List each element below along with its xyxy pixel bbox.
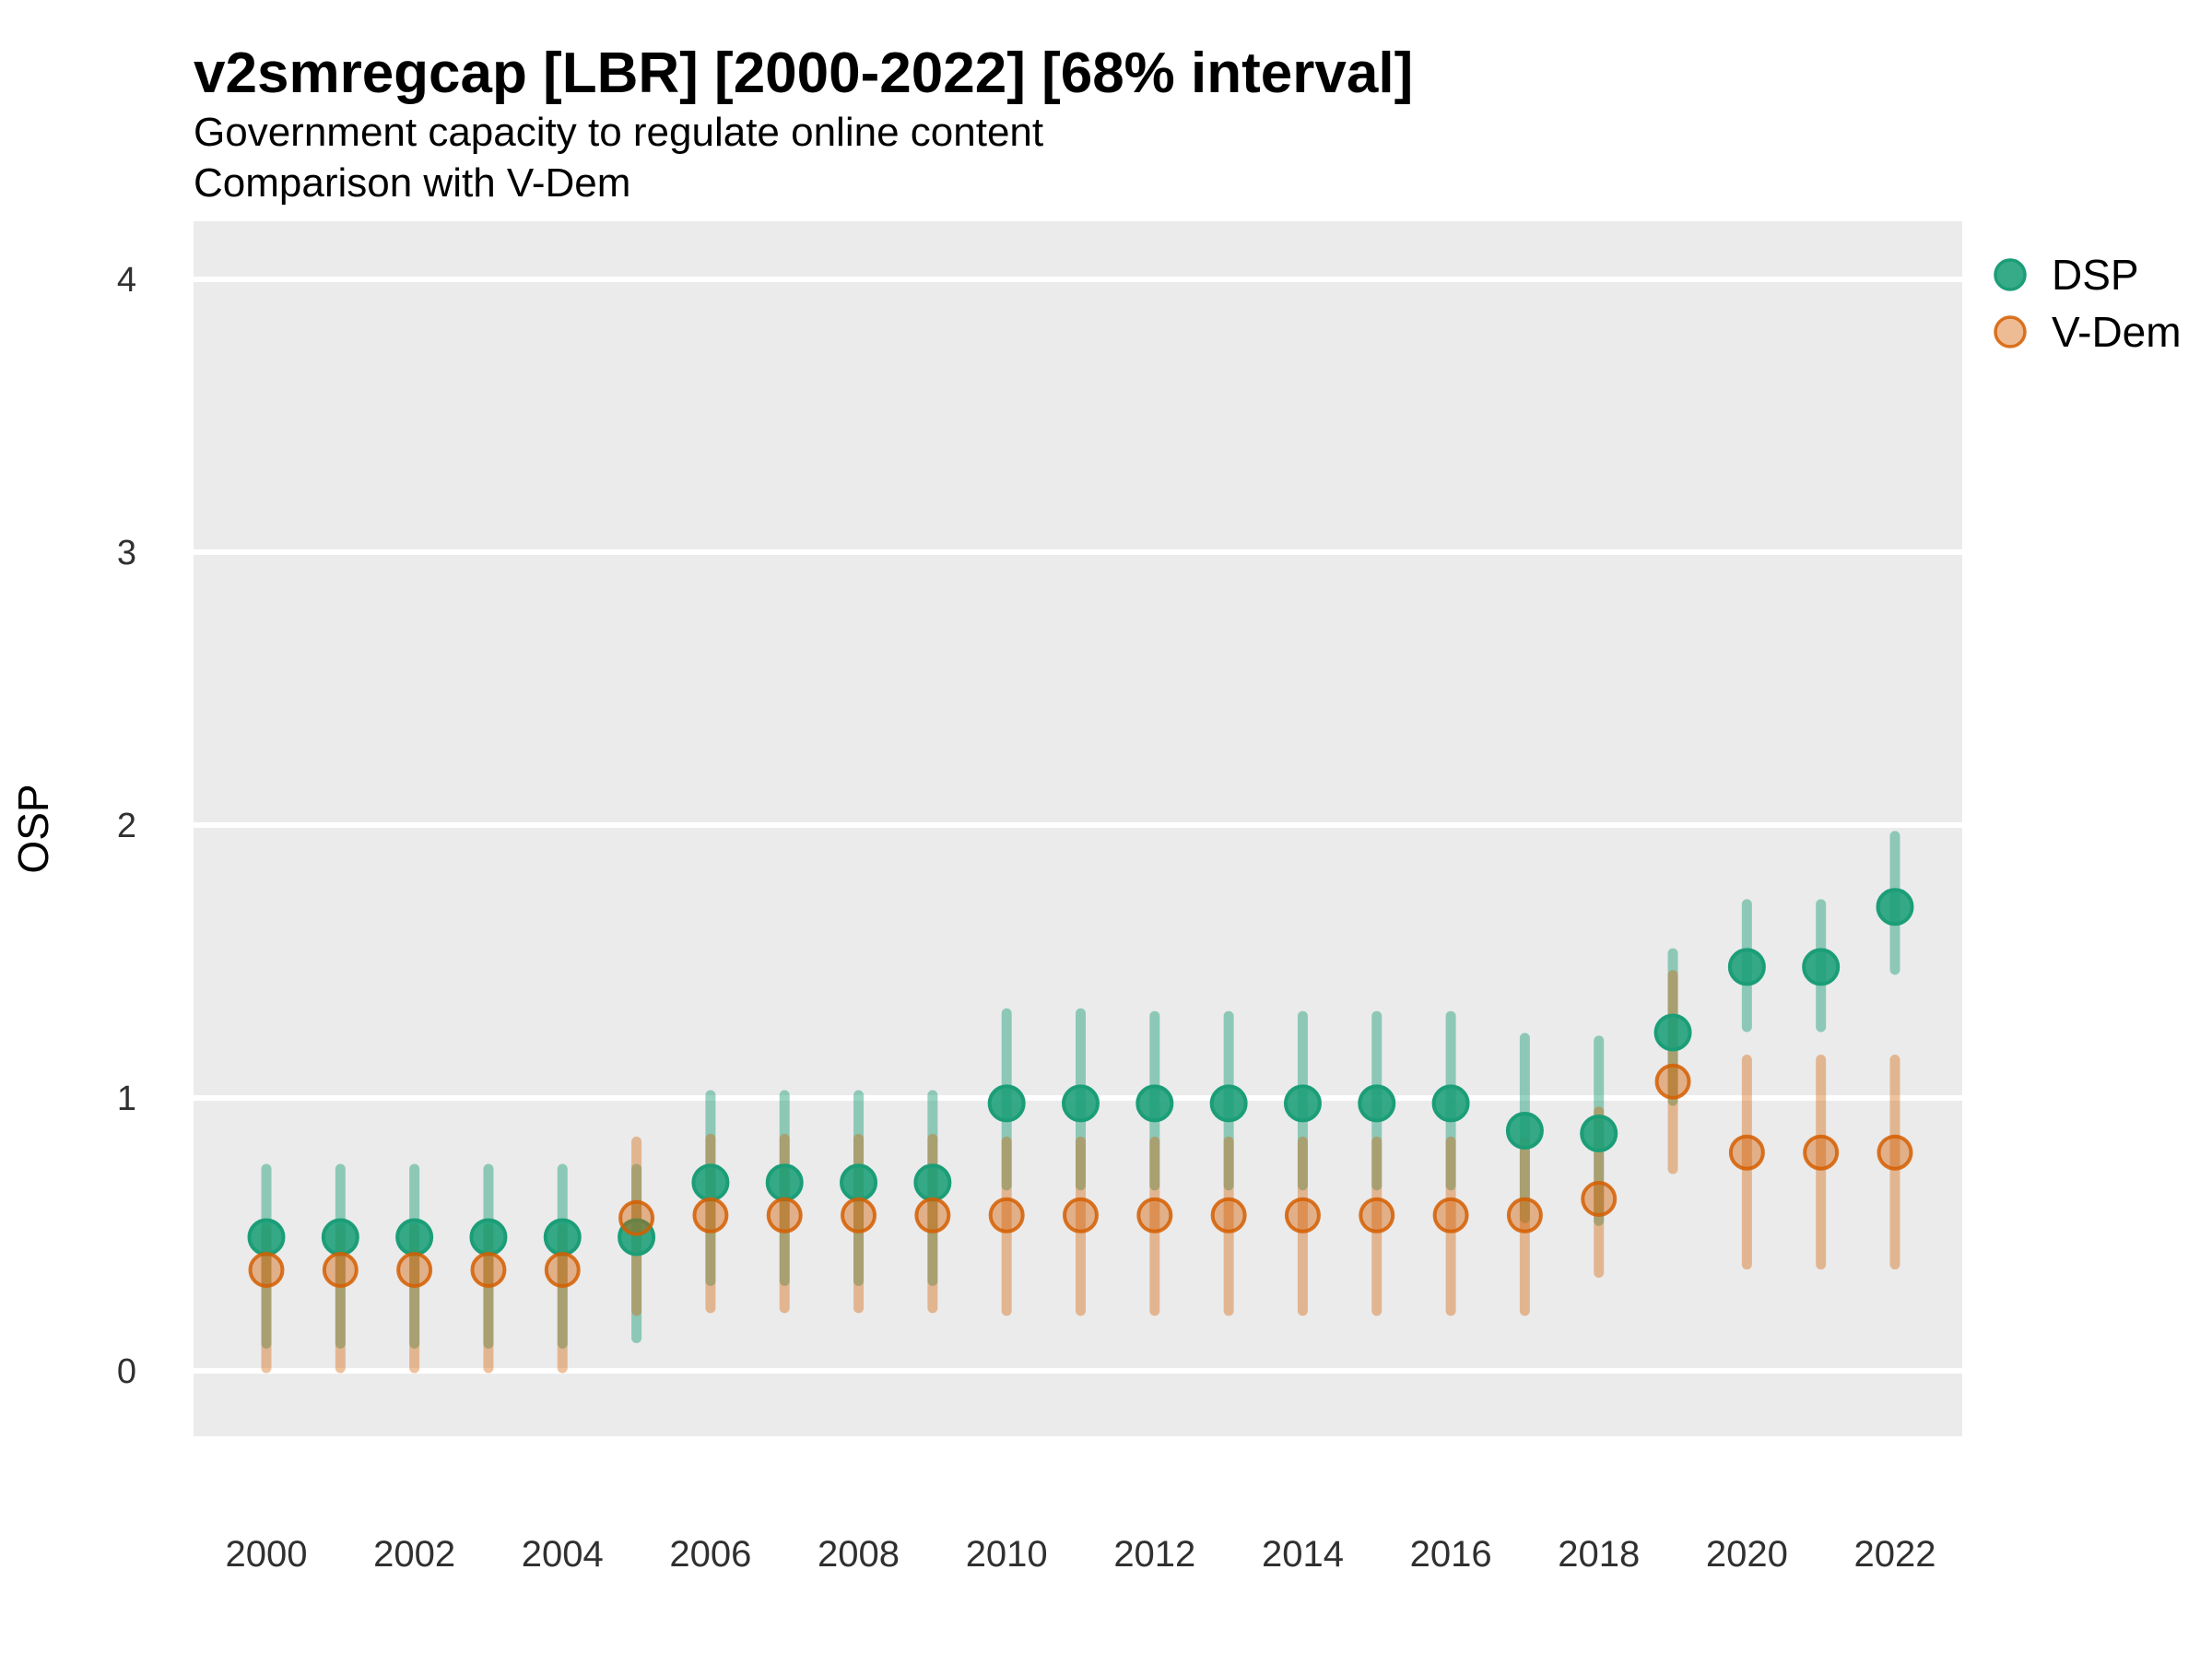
legend: DSP V-Dem — [1994, 251, 2182, 356]
vdem-point-2005 — [618, 1199, 655, 1236]
vdem-point-2003 — [470, 1251, 507, 1288]
dsp-point-2005 — [618, 1218, 656, 1257]
x-tick-label-2018: 2018 — [1558, 1534, 1640, 1575]
legend-dsp-dot-icon — [1994, 258, 2027, 291]
x-tick-label-2008: 2008 — [818, 1534, 900, 1575]
dsp-point-2003 — [469, 1218, 508, 1257]
dsp-point-2011 — [1061, 1084, 1100, 1123]
vdem-point-2010 — [988, 1197, 1025, 1233]
vdem-point-2016 — [1432, 1197, 1469, 1233]
vdem-point-2002 — [396, 1251, 433, 1288]
dsp-point-2019 — [1653, 1013, 1692, 1052]
dsp-point-2001 — [321, 1218, 359, 1257]
x-axis-ticks: 2000 2002 2004 2006 2008 2010 2012 2014 2016 2018… — [226, 1534, 1936, 1575]
x-tick-label-2012: 2012 — [1113, 1534, 1195, 1575]
vdem-point-2014 — [1284, 1197, 1321, 1233]
dsp-point-2010 — [987, 1084, 1026, 1123]
dsp-point-2013 — [1209, 1084, 1248, 1123]
x-tick-label-2006: 2006 — [669, 1534, 751, 1575]
dsp-point-2008 — [840, 1163, 878, 1202]
vdem-point-2001 — [322, 1251, 359, 1288]
dsp-point-2020 — [1727, 948, 1766, 986]
y-axis-ticks: 0 1 2 3 4 — [117, 261, 136, 1391]
vdem-point-2008 — [841, 1197, 877, 1233]
page-title: v2smregcap [LBR] [2000-2022] [68% interv… — [194, 41, 1413, 105]
vdem-point-2020 — [1728, 1134, 1765, 1171]
y-axis-title: OSP — [9, 784, 57, 873]
dsp-point-2018 — [1580, 1114, 1618, 1152]
x-tick-label-2010: 2010 — [966, 1534, 1048, 1575]
vdem-point-2022 — [1877, 1134, 1913, 1171]
vdem-point-2015 — [1359, 1197, 1395, 1233]
y-tick-label-3: 3 — [117, 534, 136, 572]
legend-label-vdem: V-Dem — [2052, 308, 2182, 356]
dsp-point-2021 — [1802, 948, 1841, 986]
y-tick-label-1: 1 — [117, 1080, 136, 1118]
dsp-point-2002 — [395, 1218, 434, 1257]
vdem-point-2017 — [1506, 1197, 1543, 1233]
x-tick-label-2014: 2014 — [1262, 1534, 1344, 1575]
vdem-point-2007 — [766, 1197, 803, 1233]
dsp-point-2014 — [1283, 1084, 1322, 1123]
vdem-point-2004 — [544, 1251, 581, 1288]
dsp-point-2022 — [1876, 888, 1914, 926]
page-subtitle-line1: Government capacity to regulate online c… — [194, 110, 1043, 155]
dsp-point-2017 — [1505, 1112, 1544, 1151]
dsp-point-2000 — [247, 1218, 286, 1257]
x-tick-label-2002: 2002 — [373, 1534, 455, 1575]
vdem-point-2019 — [1654, 1063, 1691, 1100]
vdem-point-2018 — [1581, 1181, 1618, 1218]
vdem-point-2006 — [692, 1197, 729, 1233]
y-tick-label-4: 4 — [117, 261, 136, 300]
x-tick-label-2020: 2020 — [1706, 1534, 1788, 1575]
dsp-point-2007 — [765, 1163, 804, 1202]
x-tick-label-2000: 2000 — [226, 1534, 308, 1575]
page-subtitle-line2: Comparison with V-Dem — [194, 160, 630, 206]
series-layer — [247, 831, 1914, 1374]
dsp-point-2009 — [913, 1163, 952, 1202]
dsp-point-2015 — [1358, 1084, 1396, 1123]
vdem-point-2011 — [1062, 1197, 1099, 1233]
vdem-point-2012 — [1136, 1197, 1173, 1233]
legend-vdem-dot-icon — [1994, 315, 2027, 348]
x-tick-label-2022: 2022 — [1854, 1534, 1936, 1575]
y-tick-label-2: 2 — [117, 807, 136, 845]
vdem-point-2000 — [248, 1251, 285, 1288]
dsp-point-2016 — [1431, 1084, 1470, 1123]
vdem-point-2021 — [1803, 1134, 1840, 1171]
legend-label-dsp: DSP — [2052, 251, 2139, 299]
dsp-point-2012 — [1135, 1084, 1174, 1123]
x-tick-label-2016: 2016 — [1410, 1534, 1492, 1575]
vdem-point-2009 — [914, 1197, 951, 1233]
y-tick-label-0: 0 — [117, 1352, 136, 1391]
dsp-point-2006 — [691, 1163, 730, 1202]
x-tick-label-2004: 2004 — [522, 1534, 604, 1575]
vdem-point-2013 — [1210, 1197, 1247, 1233]
dsp-point-2004 — [543, 1218, 582, 1257]
